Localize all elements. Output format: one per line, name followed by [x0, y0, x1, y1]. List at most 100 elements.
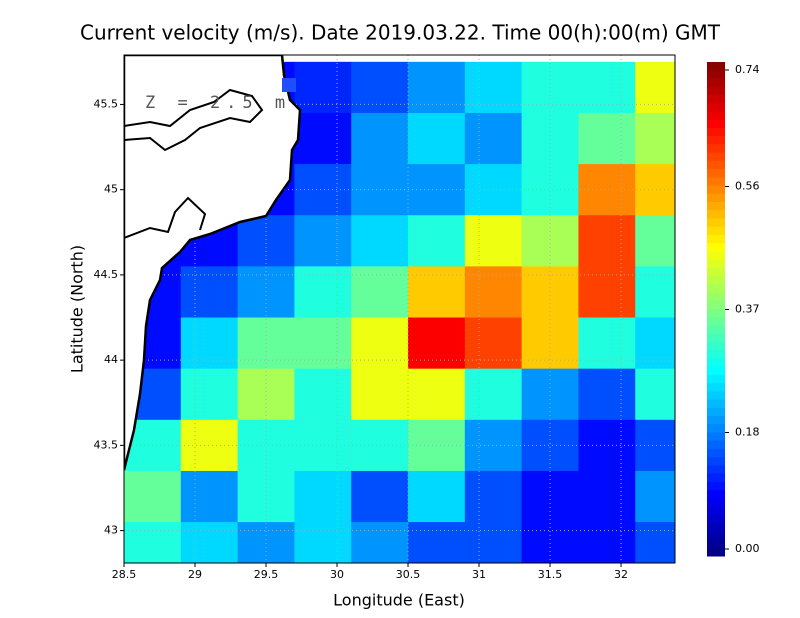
colorbar-step: [707, 514, 725, 524]
velocity-cell: [294, 164, 352, 216]
water-patch: [282, 78, 296, 92]
colorbar-step: [707, 341, 725, 351]
velocity-cell: [294, 112, 352, 165]
velocity-cell: [408, 215, 466, 267]
velocity-cell: [464, 215, 523, 267]
velocity-cell: [237, 368, 295, 421]
velocity-cell: [521, 470, 579, 523]
colorbar-step: [707, 210, 725, 219]
colorbar-step: [707, 424, 725, 433]
velocity-cell: [237, 419, 295, 472]
colorbar-step: [707, 226, 725, 236]
velocity-cell: [635, 61, 675, 114]
velocity-cell: [237, 470, 295, 523]
velocity-cell: [578, 61, 636, 114]
border: [124, 88, 264, 152]
colorbar-step: [707, 193, 725, 203]
velocity-cell: [180, 419, 239, 472]
velocity-cell: [578, 266, 636, 319]
x-tick-label: 32: [614, 568, 628, 581]
colorbar-tick-label: 0.00: [735, 542, 760, 555]
colorbar-step: [707, 333, 725, 343]
colorbar-step: [707, 103, 725, 112]
colorbar-tick-label: 0.74: [735, 63, 760, 76]
velocity-cell: [464, 266, 523, 319]
velocity-cell: [294, 470, 352, 523]
velocity-cell: [180, 317, 239, 370]
velocity-cell: [237, 266, 295, 319]
velocity-cell: [294, 368, 352, 421]
x-tick-label: 29.5: [254, 568, 279, 581]
border: [124, 196, 207, 239]
colorbar-step: [707, 457, 725, 466]
colorbar-step: [707, 136, 725, 145]
colorbar-step: [707, 407, 725, 417]
velocity-cell: [351, 61, 409, 114]
velocity-cell: [294, 215, 352, 267]
colorbar-tick-label: 0.56: [735, 180, 760, 193]
velocity-cell: [464, 317, 523, 370]
colorbar-step: [707, 523, 725, 532]
y-tick-label: 43.5: [94, 438, 119, 451]
velocity-cell: [635, 164, 675, 216]
velocity-cell: [408, 368, 466, 421]
velocity-cell: [521, 368, 579, 421]
velocity-cell: [408, 317, 466, 370]
velocity-cell: [180, 522, 239, 563]
velocity-cell: [351, 317, 409, 370]
velocity-cell: [635, 368, 675, 421]
velocity-cell: [635, 317, 675, 370]
colorbar-step: [707, 111, 725, 121]
velocity-cell: [294, 317, 352, 370]
colorbar-step: [707, 70, 725, 79]
velocity-cell: [294, 61, 352, 114]
velocity-cell: [464, 470, 523, 523]
colorbar-step: [707, 94, 725, 104]
velocity-cell: [578, 368, 636, 421]
velocity-cell: [408, 470, 466, 523]
y-tick-label: 44.5: [94, 268, 119, 281]
x-tick-label: 31: [472, 568, 486, 581]
velocity-cell: [635, 112, 675, 165]
velocity-cell: [464, 368, 523, 421]
velocity-cell: [464, 419, 523, 472]
colorbar-step: [707, 78, 725, 88]
colorbar-step: [707, 119, 725, 129]
colorbar-step: [707, 440, 725, 450]
x-tick-label: 28.5: [112, 568, 137, 581]
colorbar-step: [707, 473, 725, 483]
colorbar-step: [707, 374, 725, 384]
velocity-cell: [578, 112, 636, 165]
colorbar-step: [707, 160, 725, 170]
colorbar-step: [707, 383, 725, 392]
x-tick-label: 29: [188, 568, 202, 581]
y-tick-label: 44: [104, 353, 118, 366]
land: [124, 55, 302, 471]
colorbar-step: [707, 300, 725, 310]
y-axis-label: Latitude (North): [68, 245, 87, 373]
colorbar-step: [707, 259, 725, 269]
velocity-cell: [578, 215, 636, 267]
colorbar-step: [707, 325, 725, 335]
y-tick-label: 45: [104, 183, 118, 196]
velocity-cell: [124, 470, 182, 523]
colorbar-step: [707, 234, 725, 244]
coastline: [124, 55, 302, 471]
velocity-cell: [521, 112, 579, 165]
colorbar-tick-label: 0.37: [735, 303, 760, 316]
velocity-cell: [351, 164, 409, 216]
velocity-cell: [294, 419, 352, 472]
velocity-cell: [578, 522, 636, 563]
velocity-cell: [635, 419, 675, 472]
colorbar-step: [707, 177, 725, 186]
colorbar-step: [707, 465, 725, 475]
y-tick-label: 43: [104, 524, 118, 537]
velocity-cell: [294, 522, 352, 563]
colorbar-step: [707, 358, 725, 368]
colorbar-step: [707, 448, 725, 458]
colorbar-step: [707, 481, 725, 491]
velocity-cell: [521, 419, 579, 472]
velocity-cell: [180, 368, 239, 421]
colorbar-step: [707, 276, 725, 285]
